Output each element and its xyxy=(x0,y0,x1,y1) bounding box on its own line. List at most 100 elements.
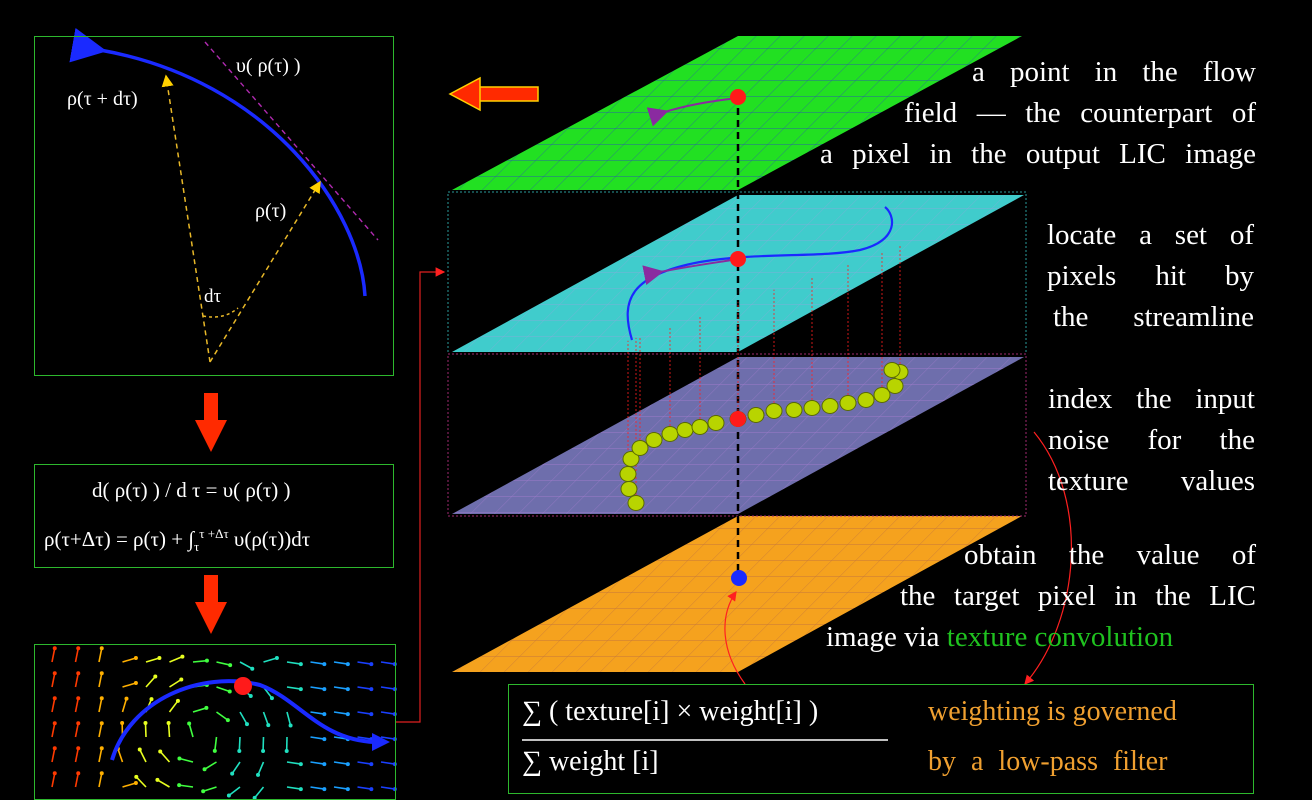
down-arrow-1 xyxy=(195,393,227,452)
vector-arrow xyxy=(122,782,137,788)
vector-arrow-head xyxy=(177,756,182,761)
noise-text-3: texture values xyxy=(1048,465,1255,497)
vector-arrow xyxy=(310,711,325,715)
vector-arrow-head xyxy=(369,762,374,767)
streamline-plane xyxy=(452,195,1024,352)
vector-arrow-head xyxy=(120,721,125,726)
vector-arrow-head xyxy=(345,662,350,667)
vector-arrow xyxy=(214,736,218,751)
field-seed-point xyxy=(234,677,252,695)
vector-arrow xyxy=(310,786,325,790)
next-position-label: ρ(τ + dτ) xyxy=(67,88,138,110)
vector-arrow xyxy=(51,723,56,738)
vector-arrow xyxy=(380,786,395,790)
output-text-3: image via texture convolution xyxy=(826,617,1256,658)
vector-arrow xyxy=(51,773,56,788)
vector-arrow xyxy=(216,686,230,693)
noise-pixel-dot xyxy=(765,403,783,419)
vector-arrow xyxy=(74,748,80,763)
vector-arrow-head xyxy=(252,795,257,800)
vector-arrow-head xyxy=(369,687,374,692)
stream-text-3: the streamline xyxy=(1053,301,1254,333)
vector-arrow-head xyxy=(52,771,57,776)
vector-arrow xyxy=(333,686,348,690)
vector-arrow xyxy=(228,786,241,797)
noise-pixel-dot xyxy=(627,495,645,511)
vector-arrow-head xyxy=(76,746,81,751)
vector-arrow xyxy=(333,661,348,665)
vector-arrow-head xyxy=(99,671,104,676)
vector-arrow xyxy=(263,657,278,663)
vector-arrow-head xyxy=(298,662,303,667)
vector-arrow-head xyxy=(298,787,303,792)
vector-arrow-head xyxy=(269,696,274,701)
noise-pixel-dot xyxy=(747,407,765,423)
stream-text-2: pixels hit by xyxy=(1047,260,1254,292)
vector-arrow-head xyxy=(202,767,207,772)
noise-pixel-dot xyxy=(620,481,638,497)
vector-arrow-head xyxy=(284,748,289,753)
vector-arrow xyxy=(357,686,372,690)
vector-arrow xyxy=(310,736,325,740)
vector-arrow-head xyxy=(322,762,327,767)
streamline-description: locate a set of pixels hit by the stream… xyxy=(1047,215,1254,338)
integral-equation: ρ(τ+Δτ) = ρ(τ) + ∫ττ +Δτ υ(ρ(τ))dτ xyxy=(44,526,310,555)
vector-arrow xyxy=(51,698,56,713)
vector-arrow xyxy=(192,659,208,663)
vector-arrow-head xyxy=(76,671,81,676)
vector-arrow xyxy=(192,707,207,713)
vector-arrow-head xyxy=(298,762,303,767)
vector-arrow-head xyxy=(298,687,303,692)
vector-arrow xyxy=(333,711,348,715)
vector-arrow xyxy=(357,736,372,740)
vector-arrow-head xyxy=(99,721,104,726)
dtau-label: dτ xyxy=(204,286,222,307)
noise-text-2: noise for the xyxy=(1048,424,1255,456)
vector-arrow xyxy=(357,661,372,665)
vector-arrow-head xyxy=(52,721,57,726)
vector-arrow-head xyxy=(137,747,142,752)
formula-panel xyxy=(508,684,1254,794)
vector-arrow-head xyxy=(322,712,327,717)
vector-arrow xyxy=(262,711,270,726)
noise-pixel-dot xyxy=(631,440,649,456)
stream-text-1: locate a set of xyxy=(1047,219,1254,251)
vector-arrow-head xyxy=(322,737,327,742)
vector-arrow xyxy=(74,698,80,713)
vector-arrow xyxy=(380,711,395,715)
vector-arrow-head xyxy=(124,696,129,701)
noise-pixel-dot xyxy=(886,378,904,394)
flow-field-description: a point in the flow field — the counterp… xyxy=(808,52,1256,175)
vector-arrow-head xyxy=(52,671,57,676)
vector-arrow-head xyxy=(322,787,327,792)
ode-equation: d( ρ(τ) ) / d τ = υ( ρ(τ) ) xyxy=(92,478,291,502)
vector-arrow xyxy=(74,673,80,688)
vector-arrow xyxy=(188,723,194,738)
vector-arrow xyxy=(357,786,372,790)
texture-convolution-label: texture convolution xyxy=(946,621,1174,653)
formula-denominator: ∑ weight [i] xyxy=(522,746,659,777)
noise-pixel-dot xyxy=(883,362,901,378)
vector-arrow-head xyxy=(227,689,232,694)
vector-arrow xyxy=(98,698,103,713)
integral-prefix: ρ(τ+Δτ) = ρ(τ) + ∫ xyxy=(44,527,195,551)
noise-text-1: index the input xyxy=(1048,383,1255,415)
vector-arrow xyxy=(98,748,103,763)
output-text-1: obtain the value of xyxy=(964,539,1256,571)
vector-arrow xyxy=(98,648,103,663)
vector-arrow xyxy=(98,723,103,738)
vector-arrow-head xyxy=(155,777,160,782)
vector-arrow xyxy=(202,786,217,792)
flow-text-3: a pixel in the output LIC image xyxy=(820,138,1256,170)
vector-arrow-head xyxy=(369,712,374,717)
weighting-arrow xyxy=(1024,431,1072,685)
vector-arrow xyxy=(98,773,103,788)
vector-arrow xyxy=(74,723,80,738)
noise-point xyxy=(730,411,746,427)
vector-arrow-head xyxy=(204,705,209,710)
vector-arrow xyxy=(286,661,301,665)
vector-arrow-head xyxy=(228,663,233,668)
vector-arrow-head xyxy=(133,655,138,660)
vector-arrow xyxy=(74,648,80,663)
vector-arrow-head xyxy=(158,749,163,754)
